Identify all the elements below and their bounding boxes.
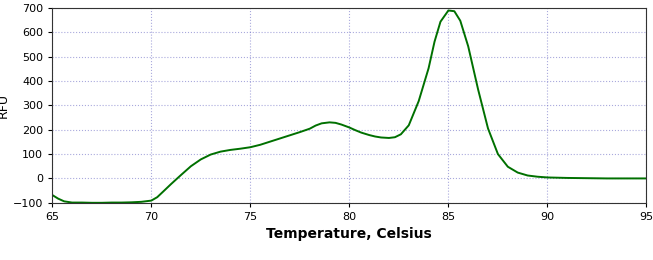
Y-axis label: RFU: RFU	[0, 93, 10, 118]
X-axis label: Temperature, Celsius: Temperature, Celsius	[266, 228, 432, 241]
